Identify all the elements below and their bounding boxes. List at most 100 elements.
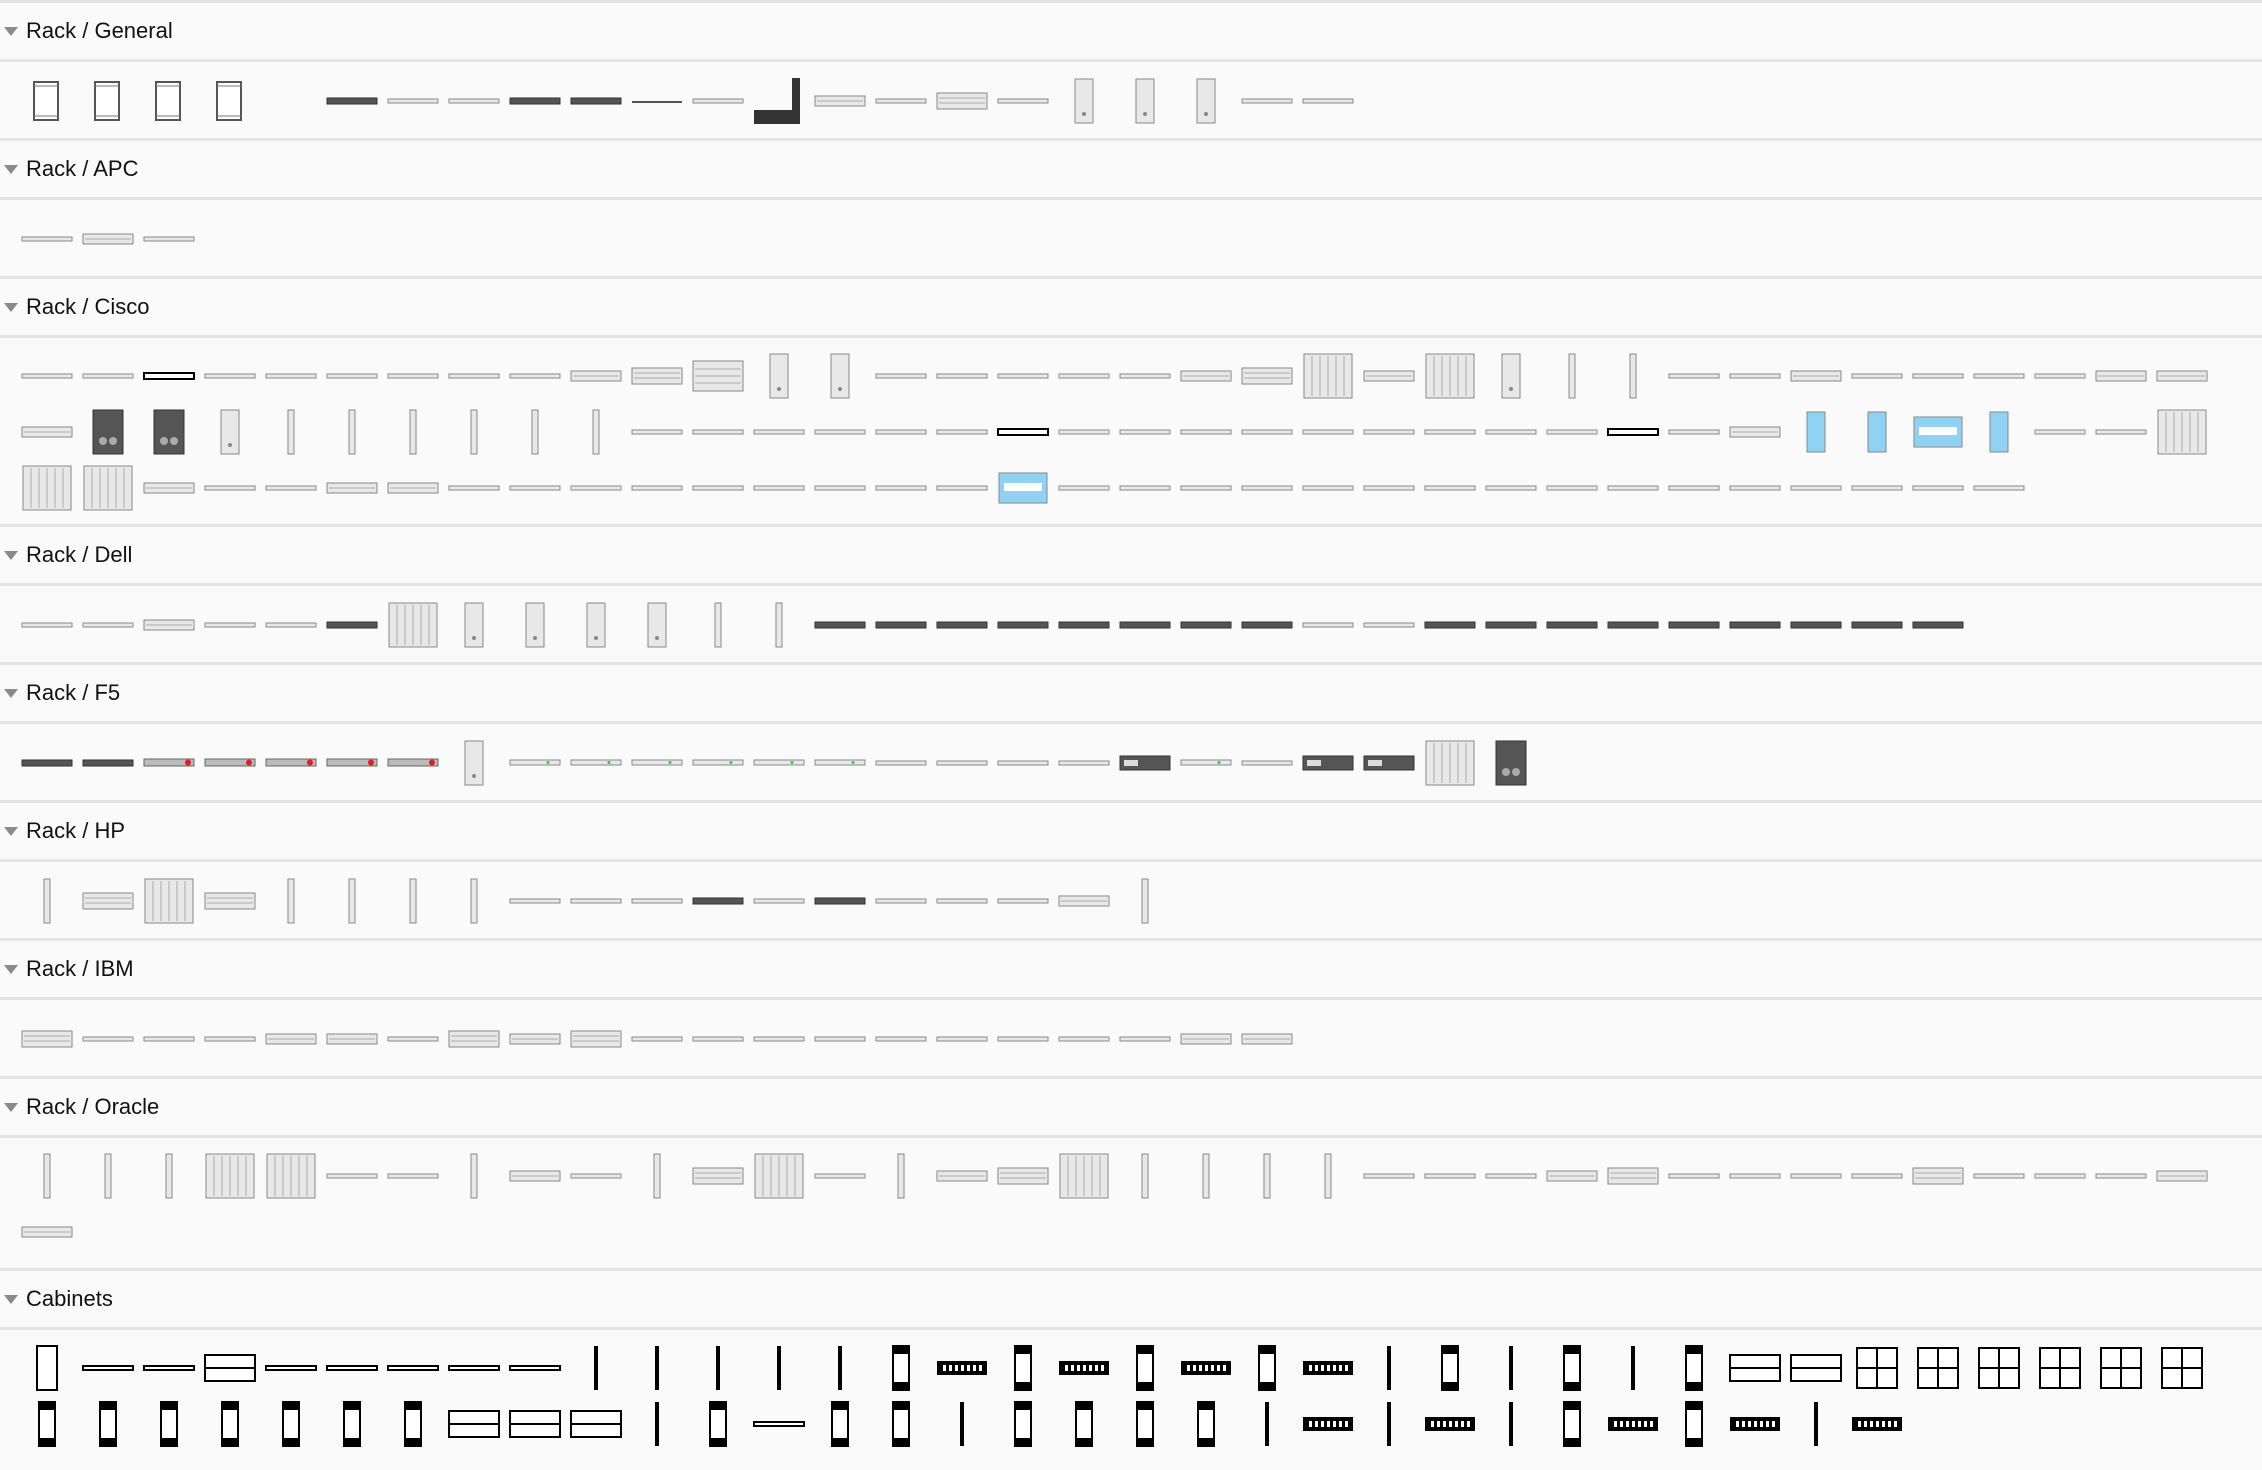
shape-u1[interactable] [382,1148,443,1204]
shape-u1[interactable] [809,404,870,460]
shape-u2[interactable] [504,1011,565,1067]
shape-u1g[interactable] [687,735,748,791]
shape-cmod[interactable] [1175,1396,1236,1452]
shape-u1[interactable] [199,1011,260,1067]
shape-u1[interactable] [1480,460,1541,516]
shape-u1[interactable] [626,404,687,460]
section-header-rack-dell[interactable]: Rack / Dell [0,527,2262,586]
shape-u1[interactable] [992,1011,1053,1067]
shape-u2[interactable] [16,1204,77,1260]
shape-u1[interactable] [1663,460,1724,516]
shape-u2d[interactable] [1114,735,1175,791]
shape-u1[interactable] [260,348,321,404]
shape-u4[interactable] [687,348,748,404]
shape-cvert[interactable] [748,1340,809,1396]
collapse-triangle-icon[interactable] [4,1294,18,1304]
shape-u1[interactable] [931,404,992,460]
shape-u2[interactable] [2090,348,2151,404]
shape-vert[interactable] [504,404,565,460]
shape-u1d[interactable] [16,735,77,791]
shape-u1[interactable] [1968,1148,2029,1204]
shape-u1b[interactable] [138,348,199,404]
shape-u1[interactable] [138,1011,199,1067]
shape-u1[interactable] [2029,348,2090,404]
shape-blueb[interactable] [992,460,1053,516]
shape-tower[interactable] [565,597,626,653]
shape-cmod[interactable] [1236,1340,1297,1396]
shape-u1[interactable] [687,404,748,460]
shape-u1[interactable] [1175,404,1236,460]
shape-u1[interactable] [1358,1148,1419,1204]
shape-cwide[interactable] [199,1340,260,1396]
shape-u1[interactable] [1846,348,1907,404]
shape-u1[interactable] [1785,460,1846,516]
shape-u1[interactable] [1297,597,1358,653]
shape-u1d[interactable] [1419,597,1480,653]
shape-u1[interactable] [1968,348,2029,404]
shape-vert[interactable] [1297,1148,1358,1204]
shape-u1[interactable] [992,735,1053,791]
shape-cgrid[interactable] [1907,1340,1968,1396]
shape-u1[interactable] [1846,460,1907,516]
shape-u1[interactable] [1724,348,1785,404]
shape-u1d[interactable] [321,73,382,129]
shape-u1[interactable] [199,597,260,653]
shape-u1g[interactable] [809,735,870,791]
shape-cbar[interactable] [77,1340,138,1396]
shape-u1[interactable] [809,1011,870,1067]
shape-tower[interactable] [1053,73,1114,129]
shape-u1[interactable] [870,460,931,516]
section-header-rack-cisco[interactable]: Rack / Cisco [0,279,2262,338]
collapse-triangle-icon[interactable] [4,26,18,36]
shape-u3[interactable] [443,1011,504,1067]
shape-u1d[interactable] [504,73,565,129]
shape-u1d[interactable] [1480,597,1541,653]
shape-cvert[interactable] [1358,1396,1419,1452]
shape-u2[interactable] [1236,1011,1297,1067]
shape-u1[interactable] [1602,460,1663,516]
shape-u1[interactable] [1663,348,1724,404]
shape-vert[interactable] [870,1148,931,1204]
collapse-triangle-icon[interactable] [4,826,18,836]
shape-cmod[interactable] [1114,1340,1175,1396]
shape-cgrid[interactable] [2151,1340,2212,1396]
shape-u1[interactable] [199,460,260,516]
shape-u1[interactable] [931,873,992,929]
shape-u1[interactable] [1297,460,1358,516]
shape-cvert[interactable] [687,1340,748,1396]
shape-tower[interactable] [199,404,260,460]
shape-rack[interactable] [77,73,138,129]
shape-u1[interactable] [1297,404,1358,460]
shape-u1d[interactable] [870,597,931,653]
shape-u1d[interactable] [809,597,870,653]
shape-cmod[interactable] [1114,1396,1175,1452]
shape-cdark[interactable] [1724,1396,1785,1452]
shape-cmod[interactable] [1541,1396,1602,1452]
shape-line[interactable] [626,73,687,129]
shape-cvert[interactable] [626,1396,687,1452]
shape-u3[interactable] [77,873,138,929]
shape-u1[interactable] [1114,460,1175,516]
shape-u1d[interactable] [687,873,748,929]
shape-u1g[interactable] [504,735,565,791]
shape-vert[interactable] [1541,348,1602,404]
shape-u2[interactable] [260,1011,321,1067]
shape-u2[interactable] [2151,348,2212,404]
shape-u1b[interactable] [1602,404,1663,460]
shape-u1[interactable] [931,460,992,516]
section-header-rack-f-[interactable]: Rack / F5 [0,665,2262,724]
shape-cbar[interactable] [321,1340,382,1396]
shape-u2[interactable] [321,460,382,516]
shape-panel[interactable] [382,597,443,653]
shape-u1[interactable] [992,73,1053,129]
shape-cmod[interactable] [1663,1396,1724,1452]
shape-vert[interactable] [321,873,382,929]
shape-u1d[interactable] [1724,597,1785,653]
shape-cmod[interactable] [1541,1340,1602,1396]
shape-u2d[interactable] [1297,735,1358,791]
shape-cbar[interactable] [260,1340,321,1396]
shape-u2[interactable] [565,348,626,404]
shape-u1[interactable] [382,1011,443,1067]
shape-cgrid[interactable] [2090,1340,2151,1396]
shape-u1[interactable] [77,1011,138,1067]
